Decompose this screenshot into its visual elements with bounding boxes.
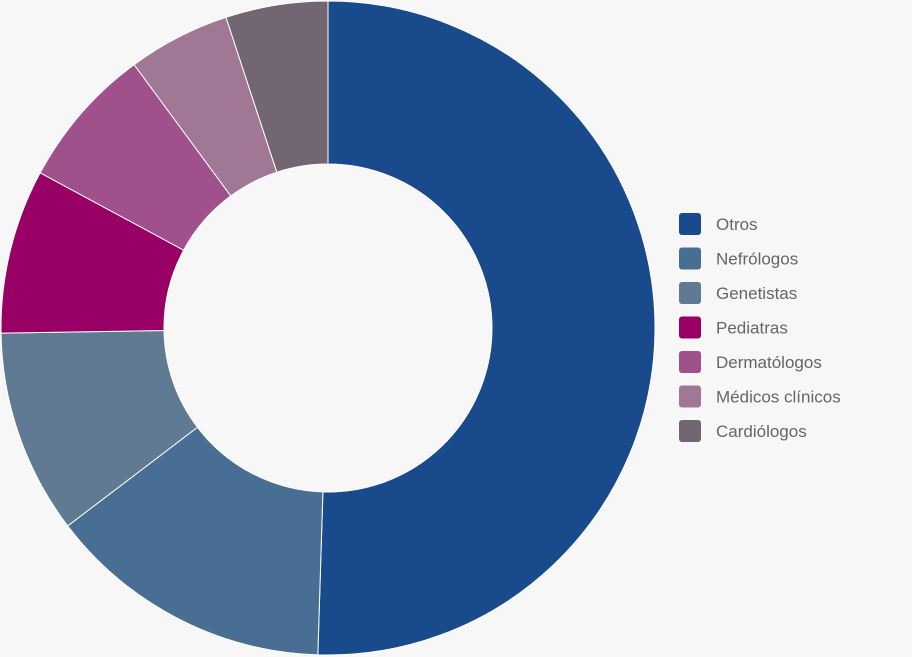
legend-swatch — [679, 282, 701, 304]
slice-otros — [317, 0, 656, 656]
legend-item-cardiologos: Cardiólogos — [679, 420, 807, 442]
legend-label: Pediatras — [716, 319, 788, 338]
slice-nefrologos — [66, 426, 324, 656]
legend-item-medicos-clinicos: Médicos clínicos — [679, 385, 841, 408]
legend-swatch — [679, 351, 701, 373]
donut-slices — [0, 0, 656, 656]
legend-item-pediatras: Pediatras — [679, 316, 788, 339]
legend-label: Cardiólogos — [716, 422, 807, 441]
legend-item-dermatologos: Dermatólogos — [679, 351, 822, 373]
legend-label: Nefrólogos — [716, 250, 798, 269]
legend-item-otros: Otros — [679, 213, 758, 235]
legend-label: Genetistas — [716, 284, 797, 303]
legend-item-genetistas: Genetistas — [679, 282, 797, 304]
legend: Otros Nefrólogos Genetistas Pediatras Dermat… — [679, 213, 841, 442]
legend-swatch — [679, 316, 701, 339]
legend-swatch — [679, 420, 701, 442]
legend-label: Médicos clínicos — [716, 388, 841, 407]
legend-swatch — [679, 385, 701, 408]
legend-label: Otros — [716, 215, 758, 234]
legend-swatch — [679, 213, 701, 235]
legend-label: Dermatólogos — [716, 353, 822, 372]
slice-cardiologos — [225, 0, 329, 173]
legend-swatch — [679, 247, 701, 270]
legend-item-nefrologos: Nefrólogos — [679, 247, 798, 270]
